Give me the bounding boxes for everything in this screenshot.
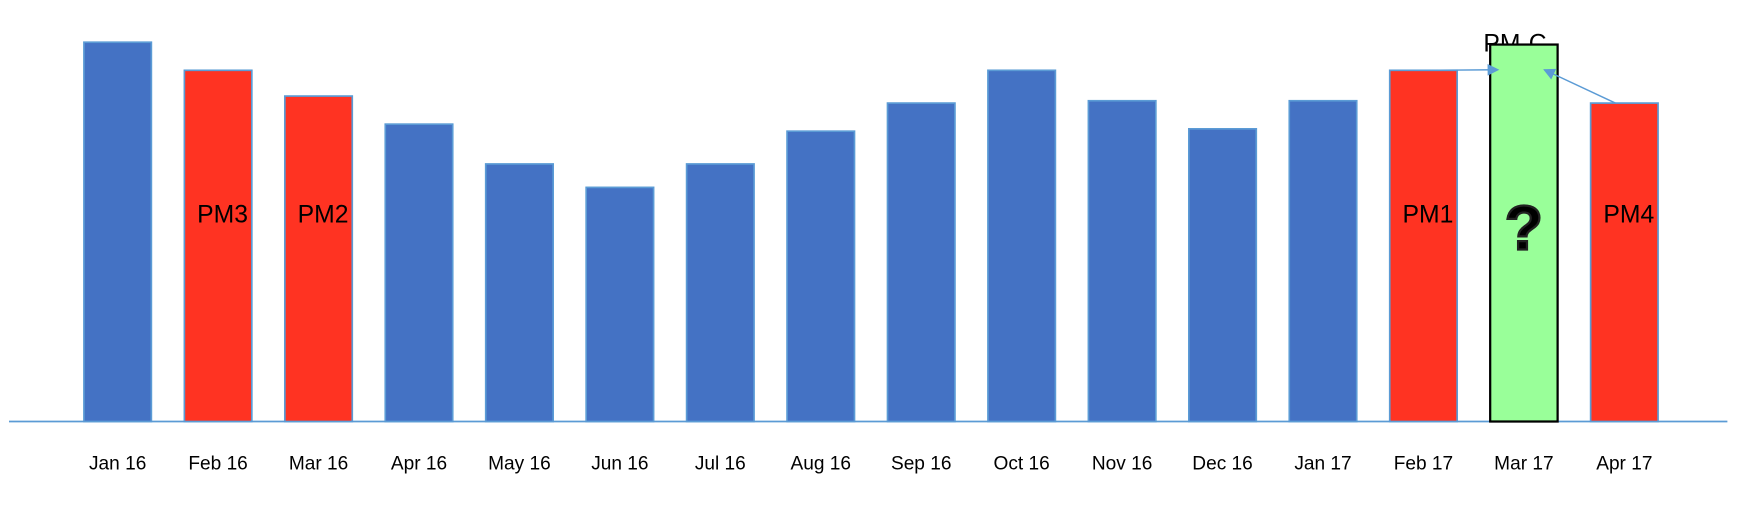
bar xyxy=(1388,69,1459,423)
x-tick-label: Jan 17 xyxy=(1294,453,1351,474)
x-tick-label: Apr 16 xyxy=(391,453,447,474)
x-tick-label: Mar 17 xyxy=(1494,453,1553,474)
bar xyxy=(183,69,253,423)
arrow xyxy=(1543,68,1616,104)
bar xyxy=(283,95,354,423)
bar xyxy=(384,123,454,423)
x-tick-label: Jan 16 xyxy=(89,453,146,474)
bar xyxy=(987,69,1057,423)
bar-label: PM3 xyxy=(197,201,248,228)
x-tick-label: Feb 16 xyxy=(188,453,247,474)
bar xyxy=(484,163,554,423)
bar xyxy=(786,130,856,423)
x-tick-label: Aug 16 xyxy=(791,453,852,474)
bar xyxy=(1188,128,1258,423)
bar xyxy=(1589,102,1659,423)
bar xyxy=(585,186,655,423)
bar xyxy=(886,102,956,423)
x-tick-label: Mar 16 xyxy=(289,453,348,474)
x-tick-label: May 16 xyxy=(488,453,551,474)
bar xyxy=(1087,99,1157,423)
bar xyxy=(1489,43,1559,423)
x-tick-label: Feb 17 xyxy=(1394,453,1453,474)
arrow xyxy=(1425,63,1500,76)
x-tick-label: Jun 16 xyxy=(591,453,648,474)
bar-label: PM2 xyxy=(298,201,349,228)
bar xyxy=(83,41,153,423)
x-tick-label: Sep 16 xyxy=(891,453,952,474)
x-tick-label: Dec 16 xyxy=(1192,453,1253,474)
bar xyxy=(1288,99,1358,423)
bar-label: PM1 xyxy=(1403,201,1454,228)
x-tick-label: Jul 16 xyxy=(695,453,746,474)
bar-label: PM4 xyxy=(1603,201,1654,228)
x-tick-label: Oct 16 xyxy=(994,453,1050,474)
x-tick-label: Apr 17 xyxy=(1596,453,1652,474)
bar xyxy=(685,163,755,423)
x-tick-label: Nov 16 xyxy=(1092,453,1153,474)
value-label: ? xyxy=(1505,194,1543,264)
